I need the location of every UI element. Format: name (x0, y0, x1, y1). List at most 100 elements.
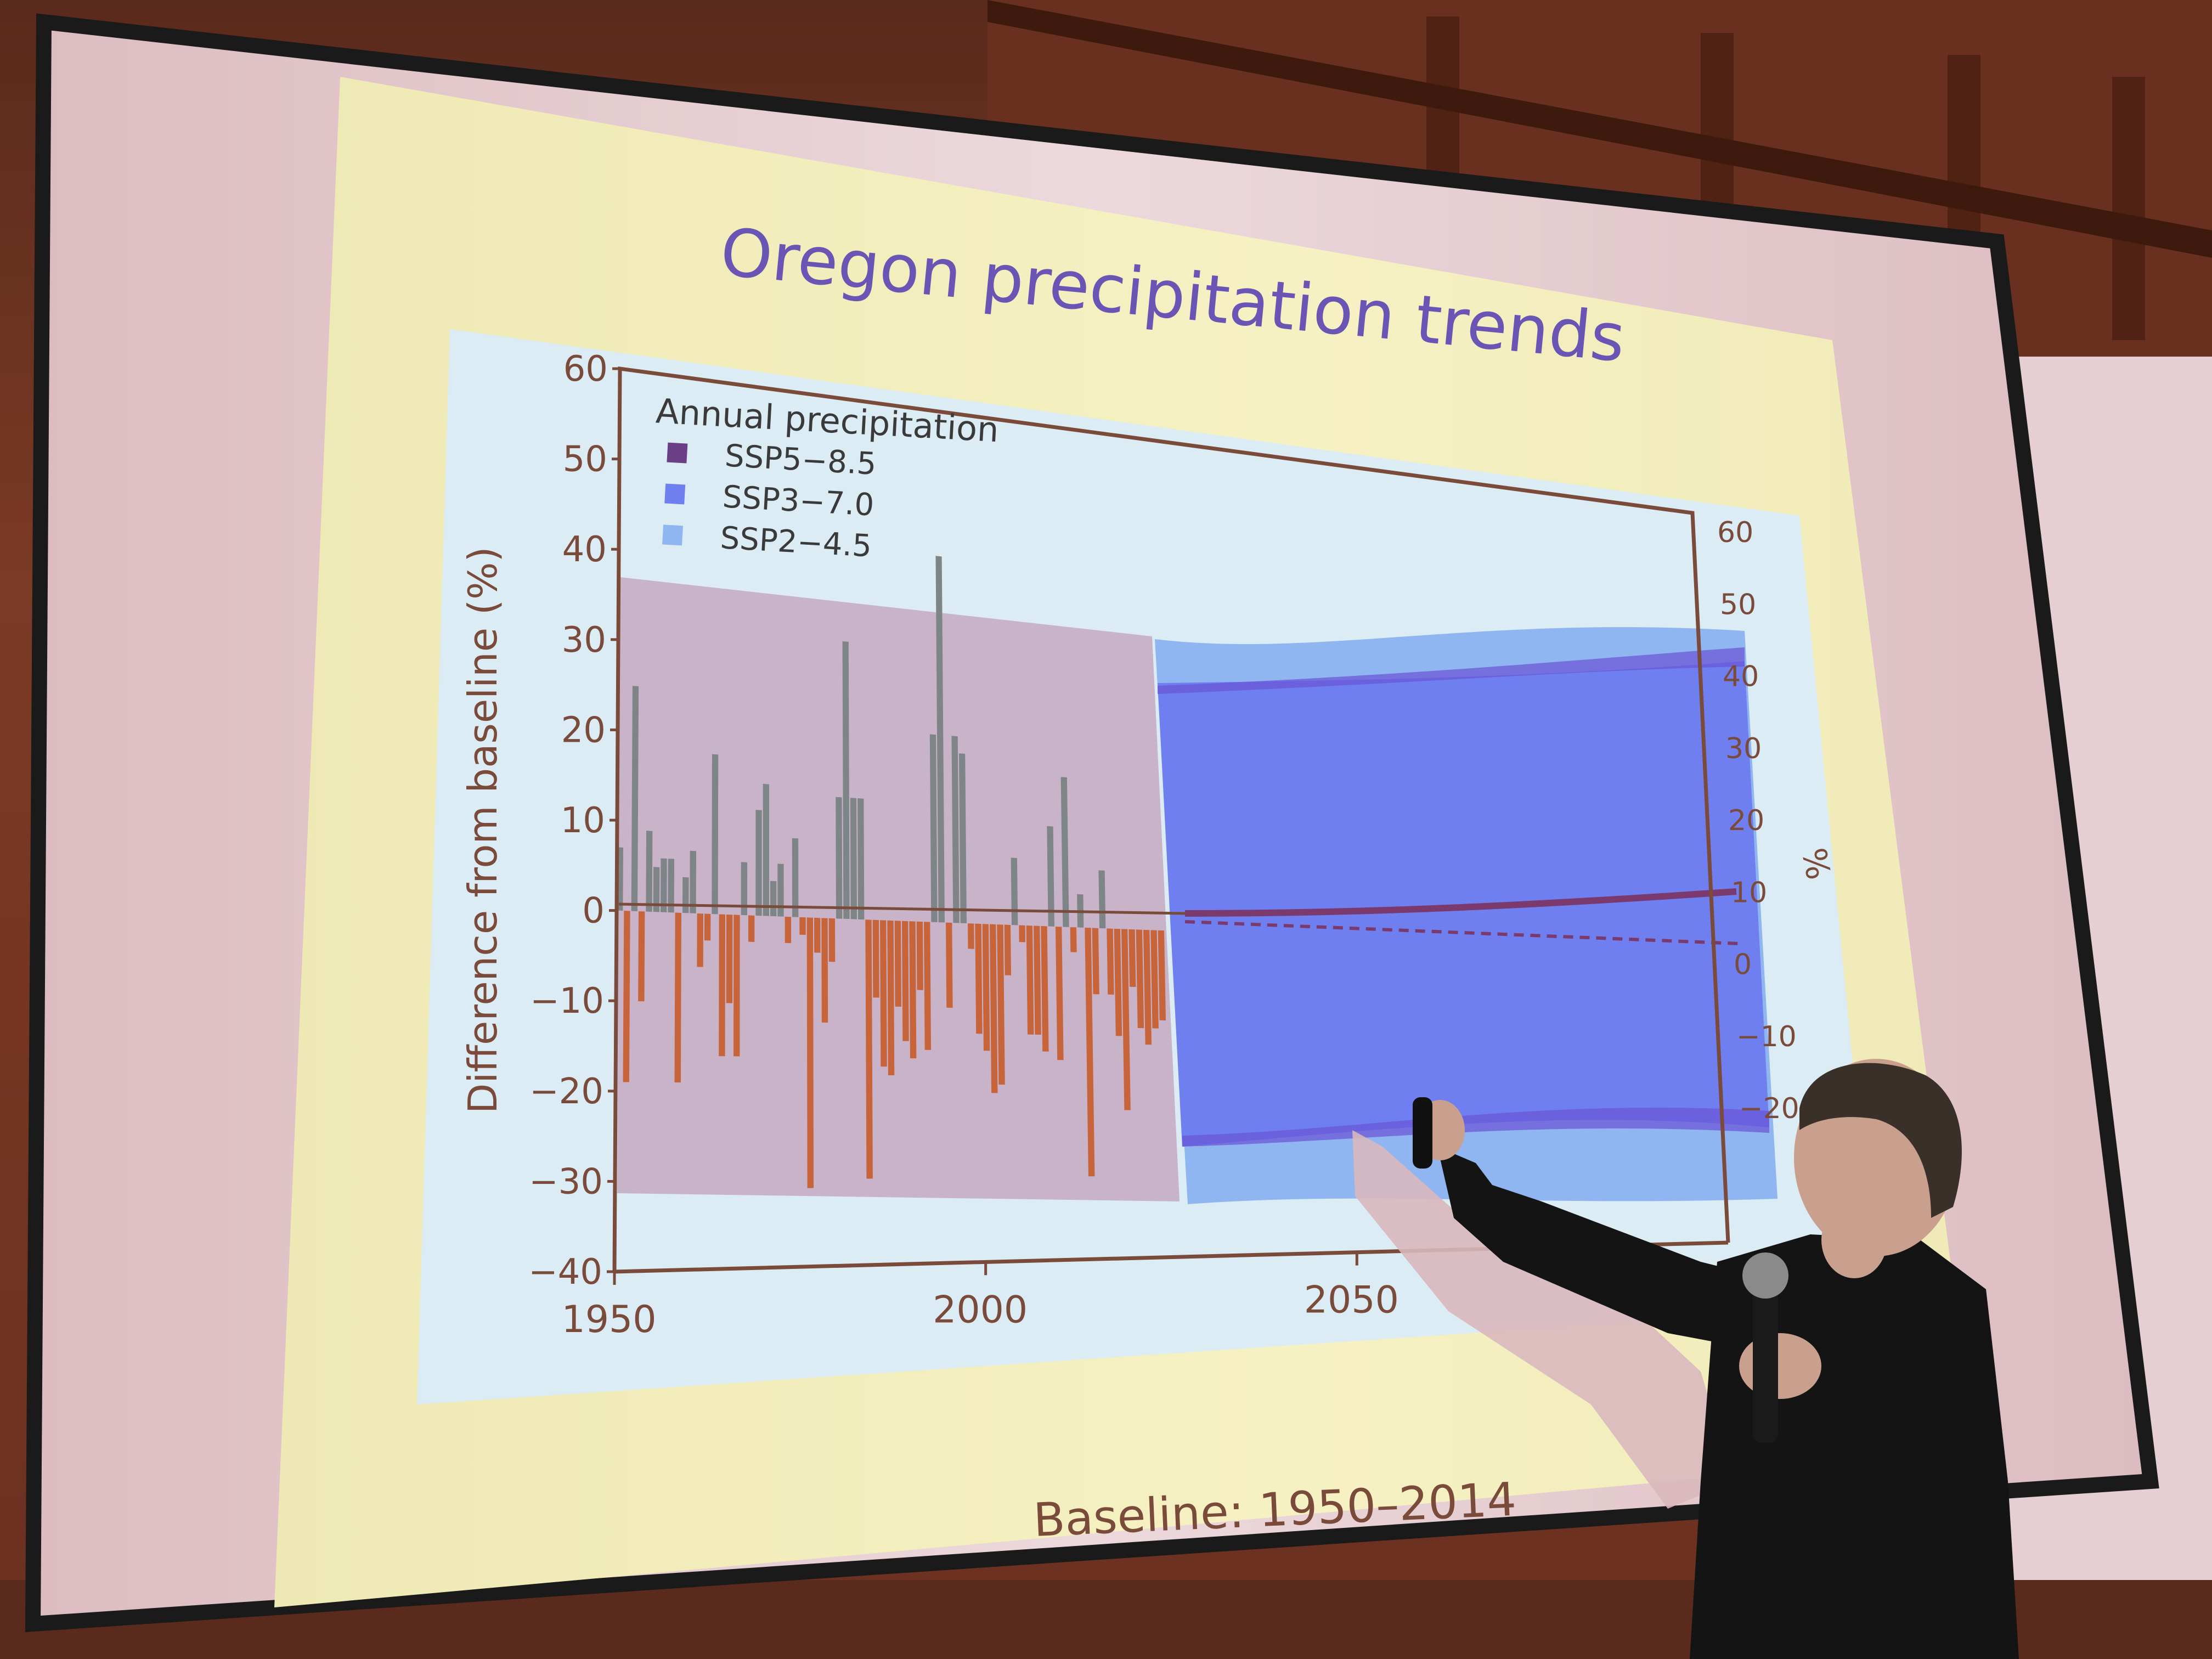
bar-1963 (712, 754, 719, 915)
bar-1978 (821, 918, 828, 1023)
bar-2024 (1158, 930, 1166, 1020)
bar-1957 (668, 859, 675, 913)
bar-1961 (697, 913, 703, 967)
bar-1981 (842, 641, 850, 919)
bar-1974 (792, 838, 799, 917)
bar-2014 (1085, 927, 1095, 1177)
y-tick-label: 40 (562, 529, 607, 570)
legend-label-ssp370: SSP3−7.0 (721, 479, 875, 523)
bar-2011 (1060, 777, 1069, 927)
bar-2019 (1121, 929, 1131, 1110)
bar-1975 (799, 917, 806, 935)
ssp5-band-upper (1158, 647, 1745, 694)
bar-1988 (894, 921, 901, 1007)
bar-1958 (674, 912, 681, 1083)
bar-1953 (638, 911, 645, 1002)
bar-1969 (755, 810, 762, 916)
y-tick-label: 10 (561, 800, 605, 841)
bar-2007 (1034, 926, 1041, 1035)
historical-band (617, 577, 1180, 1201)
presenter-hair (1799, 1063, 1962, 1218)
bar-1996 (951, 736, 960, 923)
y-tick-label-right: −10 (1736, 1020, 1797, 1053)
bar-1976 (806, 917, 814, 1188)
bar-1966 (733, 915, 740, 1057)
bar-1977 (814, 917, 821, 953)
microphone (1753, 1262, 1778, 1443)
y-tick-label-right: 40 (1723, 661, 1759, 693)
zero-line-dashed (1184, 920, 1740, 945)
y-ticks-right: 60 50 40 30 20 10 0 −10 −20 (1717, 516, 1799, 1125)
bar-1991 (916, 921, 923, 990)
median-line (1184, 888, 1737, 917)
x-tick-label: 2050 (1304, 1279, 1399, 1322)
presenter (1413, 1059, 2019, 1659)
bar-1973 (785, 916, 792, 944)
bar-1955 (653, 867, 660, 912)
y-tick-label: 50 (563, 439, 607, 480)
bar-1997 (958, 753, 967, 924)
bar-2000 (982, 924, 990, 1051)
bar-2018 (1114, 928, 1122, 1036)
bar-1989 (902, 921, 909, 1041)
bar-1990 (909, 921, 917, 1059)
legend-swatch-ssp370 (664, 483, 686, 505)
bar-1954 (646, 831, 653, 912)
x-tick-label: 1950 (561, 1298, 656, 1341)
bar-1998 (968, 923, 974, 949)
presenter-arm (1437, 1147, 1767, 1350)
legend-swatch-ssp585 (667, 442, 688, 464)
bar-2002 (997, 924, 1005, 1085)
ssp5-band-lower (1182, 1107, 1769, 1147)
y-axis-label-right: % (1794, 845, 1837, 882)
bar-1967 (741, 862, 748, 916)
y-tick-label-right: 0 (1734, 949, 1752, 981)
presenter-shadow (1352, 1130, 1734, 1509)
bar-1999 (975, 923, 983, 1034)
y-tick-label: −40 (528, 1252, 602, 1293)
bar-2020 (1128, 929, 1136, 988)
bar-2016 (1098, 870, 1106, 929)
y-axis-label: Difference from baseline (%) (460, 546, 506, 1114)
baseline-axis (618, 902, 1186, 915)
y-tick-label: 20 (561, 710, 606, 751)
y-ticks-left: 60 50 40 30 20 10 0 −10 −20 −30 −40 (528, 349, 620, 1293)
bar-1964 (719, 914, 725, 1057)
bar-2012 (1070, 927, 1077, 952)
bar-1995 (946, 922, 953, 1008)
bar-2003 (1004, 924, 1012, 975)
microphone-head (1742, 1252, 1788, 1299)
bar-1994 (935, 556, 945, 923)
y-tick-label: 30 (562, 620, 606, 661)
bar-1962 (704, 913, 711, 941)
x-tick-label: 2000 (933, 1288, 1028, 1331)
bar-1982 (850, 798, 857, 919)
bar-1972 (777, 864, 784, 917)
bar-1986 (880, 920, 887, 1067)
bar-2009 (1047, 826, 1054, 927)
bar-1993 (929, 734, 938, 923)
bar-1971 (770, 881, 777, 917)
chart: 60 50 40 30 20 10 0 −10 −20 −30 −40 60 50 40 30 20 10 0 −… (417, 329, 1876, 1404)
bar-1952 (631, 686, 639, 911)
bar-1965 (726, 914, 733, 1003)
y-tick-label: −30 (529, 1161, 603, 1202)
y-tick-label: 0 (582, 891, 605, 932)
presenter-hand-left (1739, 1333, 1821, 1399)
y-tick-label-right: −20 (1739, 1092, 1799, 1125)
bar-1980 (836, 797, 843, 919)
y-tick-label: −20 (529, 1071, 603, 1112)
bar-1979 (828, 918, 836, 962)
bar-2006 (1026, 926, 1034, 1035)
bar-2001 (990, 924, 998, 1093)
y-tick-label: 60 (563, 349, 608, 390)
bar-2005 (1019, 925, 1026, 943)
bar-2017 (1107, 928, 1114, 995)
bar-1983 (857, 798, 865, 920)
legend-label-ssp585: SSP5−8.5 (724, 438, 877, 482)
bar-1956 (661, 858, 667, 912)
presenter-body (1690, 1234, 2019, 1659)
y-tick-label: −10 (530, 981, 604, 1022)
legend-swatch-ssp245 (662, 524, 684, 546)
